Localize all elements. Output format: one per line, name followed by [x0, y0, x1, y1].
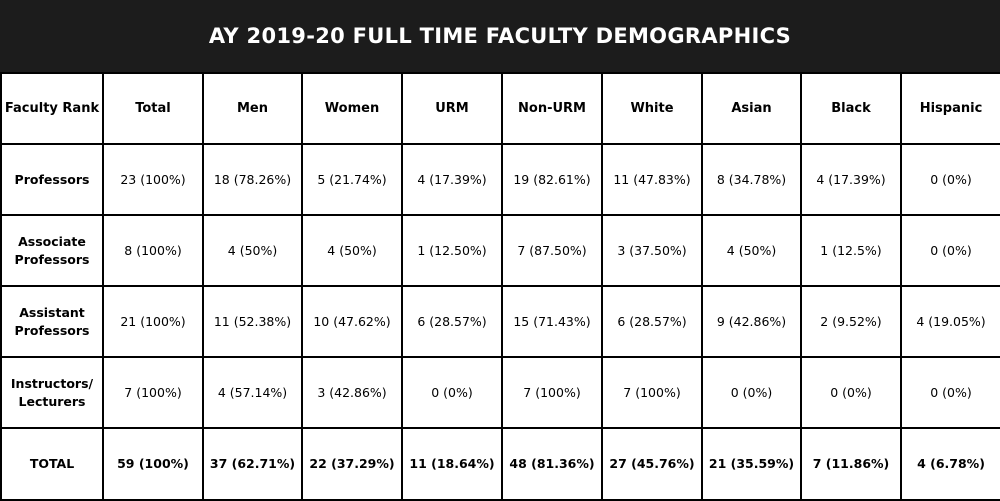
- table-cell: 0 (0%): [900, 214, 1000, 287]
- table-cell: 8 (100%): [102, 214, 204, 287]
- table-cell: 6 (28.57%): [601, 285, 703, 358]
- title-bar: AY 2019-20 FULL TIME FACULTY DEMOGRAPHIC…: [0, 0, 1000, 72]
- rank-label-line: Professors: [14, 171, 90, 187]
- table-cell: 11 (52.38%): [202, 285, 303, 358]
- total-cell: 11 (18.64%): [401, 427, 503, 501]
- header-hispanic: Hispanic: [900, 72, 1000, 145]
- header-non-urm: Non-URM: [501, 72, 603, 145]
- header-total: Total: [102, 72, 204, 145]
- rank-label-line: Instructors/: [10, 375, 94, 391]
- table-cell: 4 (57.14%): [202, 356, 303, 429]
- table-cell: 0 (0%): [900, 356, 1000, 429]
- total-cell: 22 (37.29%): [301, 427, 403, 501]
- total-cell: 48 (81.36%): [501, 427, 603, 501]
- total-cell: 27 (45.76%): [601, 427, 703, 501]
- header-men: Men: [202, 72, 303, 145]
- table-cell: 4 (50%): [301, 214, 403, 287]
- table-row: Instructors/Lecturers 7 (100%) 4 (57.14%…: [0, 356, 1000, 429]
- table-cell: 0 (0%): [900, 143, 1000, 216]
- table-cell: 5 (21.74%): [301, 143, 403, 216]
- table-cell: 3 (42.86%): [301, 356, 403, 429]
- rank-cell: Assistant Professors: [0, 285, 104, 358]
- header-black: Black: [800, 72, 902, 145]
- rank-cell: Instructors/Lecturers: [0, 356, 104, 429]
- table-cell: 8 (34.78%): [701, 143, 802, 216]
- rank-label-line: Lecturers: [18, 393, 86, 409]
- table-cell: 15 (71.43%): [501, 285, 603, 358]
- header-urm: URM: [401, 72, 503, 145]
- table-cell: 9 (42.86%): [701, 285, 802, 358]
- total-cell: 21 (35.59%): [701, 427, 802, 501]
- table-cell: 4 (19.05%): [900, 285, 1000, 358]
- table-cell: 3 (37.50%): [601, 214, 703, 287]
- table-cell: 7 (100%): [601, 356, 703, 429]
- header-white: White: [601, 72, 703, 145]
- table-cell: 4 (17.39%): [800, 143, 902, 216]
- total-cell: 59 (100%): [102, 427, 204, 501]
- table-cell: 4 (50%): [701, 214, 802, 287]
- table-cell: 0 (0%): [701, 356, 802, 429]
- rank-label-line: Professors: [14, 251, 90, 267]
- table-cell: 0 (0%): [401, 356, 503, 429]
- table-cell: 0 (0%): [800, 356, 902, 429]
- table-row: Assistant Professors 21 (100%) 11 (52.38%…: [0, 285, 1000, 358]
- rank-cell: Professors: [0, 143, 104, 216]
- table-cell: 4 (50%): [202, 214, 303, 287]
- total-label: TOTAL: [0, 427, 104, 501]
- rank-label-line: Associate: [18, 233, 86, 249]
- demographics-table: Faculty Rank Total Men Women URM Non-URM…: [0, 72, 1000, 501]
- table-cell: 10 (47.62%): [301, 285, 403, 358]
- table-cell: 19 (82.61%): [501, 143, 603, 216]
- rank-label-line: Assistant: [19, 304, 85, 320]
- table-cell: 18 (78.26%): [202, 143, 303, 216]
- table-cell: 4 (17.39%): [401, 143, 503, 216]
- table-cell: 7 (87.50%): [501, 214, 603, 287]
- header-women: Women: [301, 72, 403, 145]
- header-row: Faculty Rank Total Men Women URM Non-URM…: [0, 72, 1000, 145]
- header-faculty-rank: Faculty Rank: [0, 72, 104, 145]
- rank-cell: Associate Professors: [0, 214, 104, 287]
- total-cell: 37 (62.71%): [202, 427, 303, 501]
- total-cell: 7 (11.86%): [800, 427, 902, 501]
- table-cell: 2 (9.52%): [800, 285, 902, 358]
- table-cell: 1 (12.5%): [800, 214, 902, 287]
- table-cell: 7 (100%): [102, 356, 204, 429]
- table-cell: 23 (100%): [102, 143, 204, 216]
- header-asian: Asian: [701, 72, 802, 145]
- table-cell: 7 (100%): [501, 356, 603, 429]
- rank-label-line: Professors: [14, 322, 90, 338]
- total-cell: 4 (6.78%): [900, 427, 1000, 501]
- table-row: Associate Professors 8 (100%) 4 (50%) 4 (…: [0, 214, 1000, 287]
- table-cell: 6 (28.57%): [401, 285, 503, 358]
- table-cell: 1 (12.50%): [401, 214, 503, 287]
- table-row: Professors 23 (100%) 18 (78.26%) 5 (21.7…: [0, 143, 1000, 216]
- page-title: AY 2019-20 FULL TIME FACULTY DEMOGRAPHIC…: [208, 24, 792, 48]
- table-cell: 11 (47.83%): [601, 143, 703, 216]
- total-row: TOTAL 59 (100%) 37 (62.71%) 22 (37.29%) …: [0, 427, 1000, 501]
- table-cell: 21 (100%): [102, 285, 204, 358]
